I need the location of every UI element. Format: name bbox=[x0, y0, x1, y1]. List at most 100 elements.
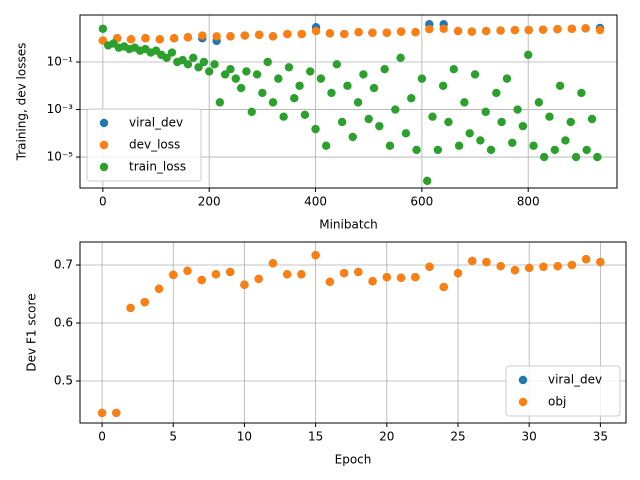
point bbox=[369, 83, 379, 93]
point bbox=[98, 36, 108, 45]
point bbox=[290, 94, 299, 103]
x-tick-label: 600 bbox=[410, 195, 433, 209]
point bbox=[231, 74, 240, 83]
point bbox=[593, 152, 602, 162]
point bbox=[126, 303, 135, 313]
point bbox=[162, 53, 171, 63]
axes-frame bbox=[79, 241, 627, 424]
point bbox=[167, 48, 177, 57]
point bbox=[368, 28, 377, 37]
point bbox=[359, 70, 368, 79]
legend-marker bbox=[99, 140, 109, 150]
point bbox=[496, 261, 505, 271]
legend-box bbox=[505, 365, 621, 417]
point bbox=[595, 25, 605, 35]
legend-label: viral_dev bbox=[129, 116, 183, 130]
x-axis-label: Epoch bbox=[335, 453, 372, 467]
point bbox=[348, 132, 357, 142]
legend-marker bbox=[518, 375, 528, 385]
point bbox=[198, 31, 207, 40]
point bbox=[268, 98, 278, 107]
point bbox=[513, 105, 522, 114]
point bbox=[582, 145, 591, 155]
point bbox=[210, 60, 219, 69]
point bbox=[252, 70, 262, 79]
point bbox=[189, 53, 198, 63]
point bbox=[325, 277, 335, 287]
point bbox=[343, 81, 352, 90]
point bbox=[492, 88, 501, 98]
point bbox=[396, 273, 406, 282]
point bbox=[98, 24, 108, 33]
point bbox=[297, 29, 306, 39]
y-tick-label: 10⁻⁵ bbox=[47, 150, 74, 164]
x-tick-label: 0 bbox=[98, 430, 106, 444]
point bbox=[140, 297, 149, 307]
legend-label: dev_loss bbox=[129, 138, 180, 152]
point bbox=[295, 81, 304, 90]
point bbox=[183, 33, 193, 42]
point bbox=[449, 64, 458, 74]
y-axis-label: Training, dev losses bbox=[15, 43, 29, 162]
legend-marker bbox=[99, 118, 109, 128]
x-tick-label: 15 bbox=[308, 430, 323, 444]
point bbox=[454, 141, 464, 150]
point bbox=[183, 60, 193, 69]
point bbox=[411, 27, 420, 37]
point bbox=[382, 273, 392, 282]
point bbox=[368, 277, 377, 286]
point bbox=[566, 117, 575, 127]
point bbox=[311, 26, 321, 36]
point bbox=[577, 88, 586, 98]
point bbox=[571, 152, 581, 162]
legend-label: viral_dev bbox=[548, 373, 602, 387]
point bbox=[482, 257, 491, 267]
point bbox=[529, 141, 538, 150]
point bbox=[470, 70, 480, 79]
point bbox=[539, 152, 549, 162]
point bbox=[327, 88, 336, 98]
point bbox=[508, 138, 517, 147]
point bbox=[538, 25, 548, 34]
point bbox=[183, 266, 192, 276]
point bbox=[391, 105, 400, 114]
point bbox=[375, 121, 384, 131]
point bbox=[587, 114, 597, 124]
point bbox=[438, 81, 448, 90]
point bbox=[553, 261, 562, 271]
point bbox=[236, 83, 246, 93]
point bbox=[263, 57, 272, 67]
point bbox=[154, 284, 164, 294]
point bbox=[385, 141, 395, 150]
point bbox=[401, 129, 411, 138]
point bbox=[428, 112, 437, 121]
point bbox=[97, 408, 107, 418]
x-tick-label: 30 bbox=[522, 430, 537, 444]
point bbox=[364, 114, 373, 124]
point bbox=[382, 28, 391, 37]
point bbox=[247, 107, 256, 117]
point bbox=[254, 274, 263, 284]
legend-marker bbox=[99, 162, 109, 172]
point bbox=[460, 98, 469, 107]
point bbox=[242, 67, 251, 76]
point bbox=[468, 256, 477, 266]
point bbox=[524, 25, 533, 35]
point bbox=[439, 24, 448, 33]
point bbox=[321, 141, 331, 150]
point bbox=[311, 124, 320, 134]
point bbox=[422, 176, 432, 186]
point bbox=[169, 270, 178, 280]
point bbox=[497, 117, 506, 127]
point bbox=[279, 112, 288, 121]
point bbox=[553, 25, 562, 34]
point bbox=[197, 275, 206, 285]
point bbox=[204, 67, 214, 76]
y-tick-label: 10⁻³ bbox=[47, 102, 74, 116]
y-tick-label: 0.5 bbox=[54, 374, 73, 388]
legend-label: train_loss bbox=[129, 160, 186, 174]
point bbox=[226, 32, 235, 41]
axes-frame bbox=[79, 14, 618, 189]
x-tick-label: 0 bbox=[99, 195, 107, 209]
